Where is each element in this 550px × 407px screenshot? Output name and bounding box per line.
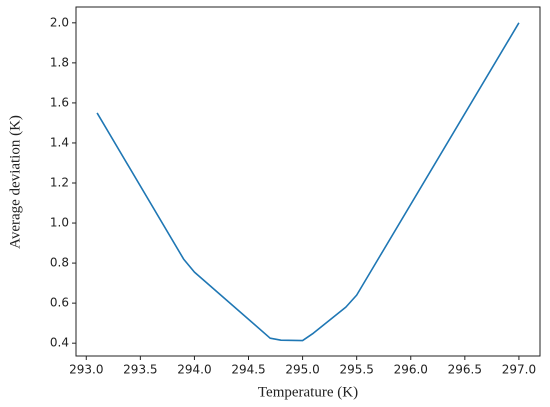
x-tick-label: 293.0: [69, 363, 103, 377]
x-tick-label: 295.0: [285, 363, 319, 377]
x-tick-label: 293.5: [123, 363, 157, 377]
x-tick-label: 296.5: [448, 363, 482, 377]
y-tick-label: 1.8: [50, 55, 69, 69]
y-tick-label: 0.4: [50, 336, 69, 350]
y-tick-label: 0.6: [50, 296, 69, 310]
data-line: [96, 22, 520, 342]
y-tick-label: 1.0: [50, 216, 69, 230]
y-tick-label: 1.4: [50, 135, 69, 149]
y-tick-label: 1.2: [50, 176, 69, 190]
y-axis-label: Average deviation (K): [7, 115, 23, 249]
x-tick-label: 295.5: [339, 363, 373, 377]
y-tick-label: 0.8: [50, 256, 69, 270]
x-tick-label: 294.0: [177, 363, 211, 377]
x-tick-label: 294.5: [231, 363, 265, 377]
y-tick-label: 1.6: [50, 95, 69, 109]
x-tick-label: 297.0: [502, 363, 536, 377]
x-tick-label: 296.0: [394, 363, 428, 377]
plot-frame: [75, 6, 541, 357]
x-axis-label: Temperature (K): [258, 384, 358, 400]
y-tick-label: 2.0: [50, 15, 69, 29]
